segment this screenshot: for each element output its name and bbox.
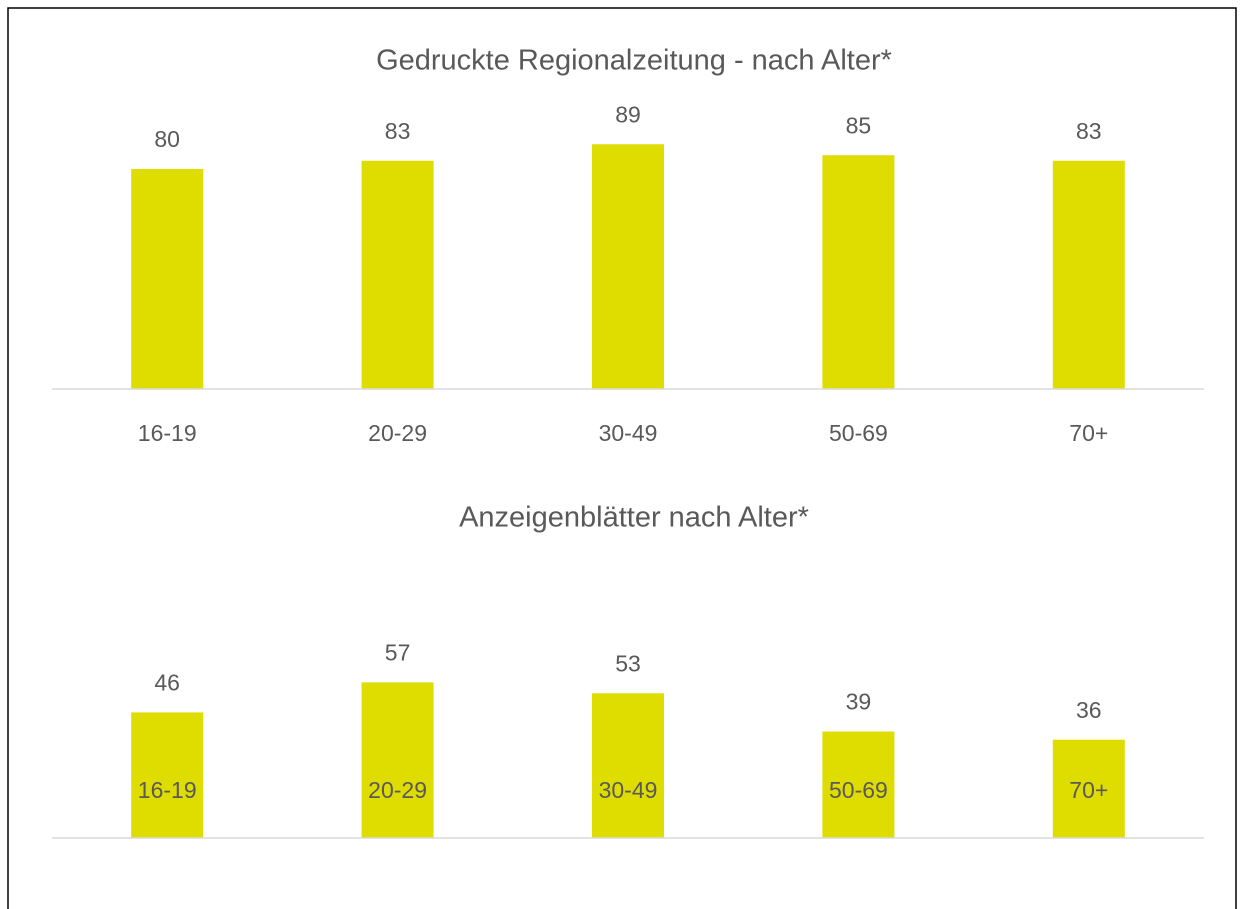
bar [131, 712, 204, 838]
x-tick-label: 70+ [1069, 420, 1108, 446]
bar [822, 731, 895, 838]
chart-title: Gedruckte Regionalzeitung - nach Alter* [376, 45, 892, 77]
value-label: 80 [154, 126, 180, 152]
bar [361, 682, 434, 838]
value-label: 53 [615, 650, 641, 676]
x-tick-label: 16-19 [138, 777, 197, 803]
value-label: 85 [846, 112, 872, 138]
value-label: 39 [846, 689, 872, 715]
value-label: 57 [385, 639, 411, 665]
value-label: 83 [385, 118, 411, 144]
value-label: 89 [615, 101, 641, 127]
value-label: 46 [154, 669, 180, 695]
x-tick-label: 50-69 [829, 420, 888, 446]
x-tick-label: 20-29 [368, 777, 427, 803]
value-label: 83 [1076, 118, 1102, 144]
bar [1052, 160, 1125, 389]
bar [822, 155, 895, 389]
bar [592, 144, 664, 389]
value-label: 36 [1076, 697, 1102, 723]
bar [1052, 739, 1125, 838]
x-tick-label: 70+ [1069, 777, 1108, 803]
x-tick-label: 16-19 [138, 420, 197, 446]
bar [361, 160, 434, 389]
x-tick-label: 30-49 [599, 420, 658, 446]
bar [131, 169, 204, 389]
bar [592, 693, 664, 838]
x-tick-label: 50-69 [829, 777, 888, 803]
x-tick-label: 30-49 [599, 777, 658, 803]
frame [7, 7, 1237, 909]
x-tick-label: 20-29 [368, 420, 427, 446]
chart-title: Anzeigenblätter nach Alter* [459, 502, 809, 534]
